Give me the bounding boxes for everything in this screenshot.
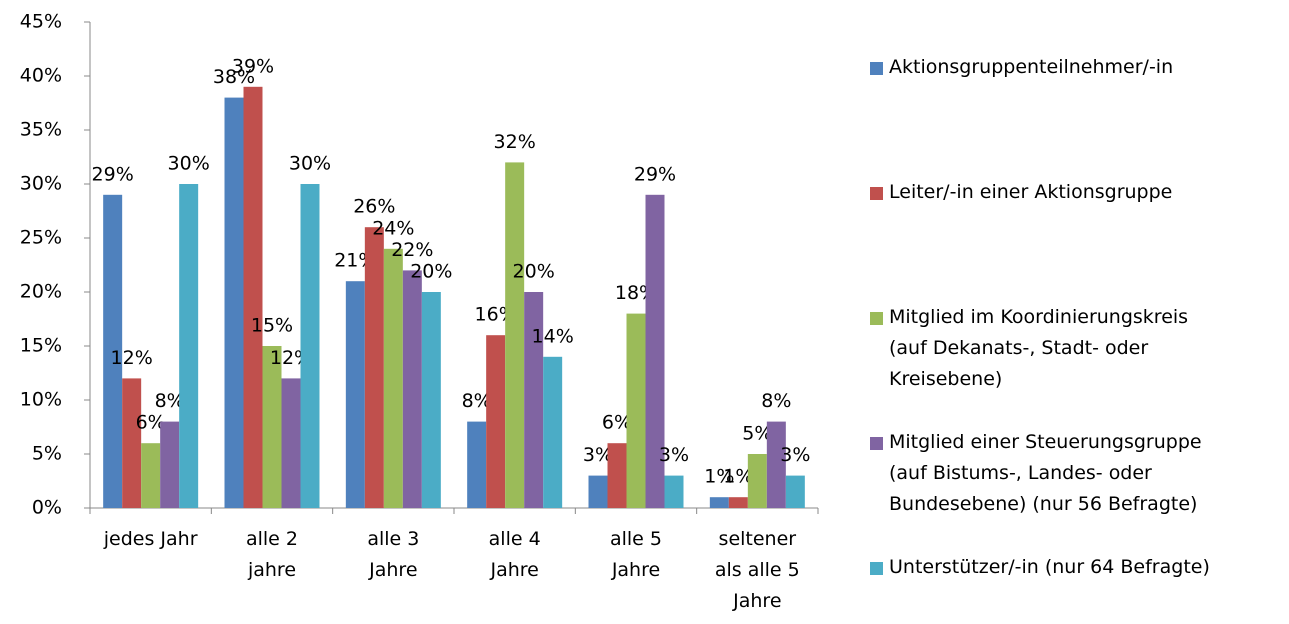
data-label: 3%	[780, 444, 810, 466]
bar	[747, 454, 767, 508]
legend-swatch	[870, 437, 883, 450]
bar	[122, 378, 142, 508]
data-label: 12%	[111, 347, 153, 369]
bar	[262, 346, 282, 508]
bar	[402, 270, 422, 508]
data-label: 8%	[155, 390, 185, 412]
y-tick-label: 0%	[32, 497, 62, 519]
data-label: 3%	[659, 444, 689, 466]
data-label: 26%	[353, 196, 395, 218]
legend-label: Aktionsgruppenteilnehmer/-in	[889, 56, 1174, 78]
data-label: 29%	[92, 163, 134, 185]
data-label: 8%	[462, 390, 492, 412]
bar	[421, 292, 441, 508]
legend-label: Unterstützer/-in (nur 64 Befragte)	[889, 556, 1210, 578]
y-tick-label: 30%	[20, 173, 62, 195]
bar	[728, 497, 748, 508]
data-label: 24%	[372, 217, 414, 239]
data-label: 15%	[251, 315, 293, 337]
data-label: 30%	[168, 153, 210, 175]
x-tick-label: alle 3 Jahre	[367, 528, 420, 581]
bar	[524, 292, 544, 508]
bar	[505, 162, 525, 508]
data-label: 30%	[289, 153, 331, 175]
data-label: 6%	[602, 412, 632, 434]
legend-swatch	[870, 187, 883, 200]
bar	[588, 475, 608, 508]
legend-swatch	[870, 562, 883, 575]
data-label: 20%	[513, 261, 555, 283]
x-tick-label: alle 2 jahre	[245, 528, 299, 581]
data-label: 22%	[391, 239, 433, 261]
bar	[281, 378, 301, 508]
bar	[345, 281, 365, 508]
bar	[467, 421, 487, 508]
x-tick-label: seltener als alle 5 Jahre	[714, 528, 800, 612]
y-tick-label: 45%	[20, 11, 62, 33]
y-tick-label: 40%	[20, 65, 62, 87]
legend-label: Mitglied einer Steuerungsgruppe (auf Bis…	[889, 431, 1202, 515]
bar	[364, 227, 384, 508]
data-label: 6%	[136, 412, 166, 434]
y-tick-label: 25%	[20, 227, 62, 249]
data-label: 14%	[532, 325, 574, 347]
data-label: 1%	[704, 466, 734, 488]
data-label: 29%	[634, 163, 676, 185]
y-tick-label: 10%	[20, 389, 62, 411]
legend-label: Leiter/-in einer Aktionsgruppe	[889, 181, 1173, 203]
data-label: 32%	[494, 131, 536, 153]
x-tick-label: jedes Jahr	[103, 528, 198, 550]
bar	[141, 443, 161, 508]
data-label: 1%	[723, 466, 753, 488]
y-tick-label: 15%	[20, 335, 62, 357]
bar	[607, 443, 627, 508]
bar	[160, 421, 180, 508]
bar	[224, 97, 244, 508]
data-label: 3%	[583, 444, 613, 466]
x-tick-label: alle 5 Jahre	[609, 528, 663, 581]
bar	[300, 184, 320, 508]
data-label: 8%	[761, 390, 791, 412]
data-label: 5%	[742, 423, 772, 445]
bar	[103, 194, 123, 509]
y-tick-label: 5%	[32, 443, 62, 465]
bar	[709, 497, 729, 508]
data-label: 20%	[410, 261, 452, 283]
bar	[383, 248, 403, 509]
y-tick-label: 20%	[20, 281, 62, 303]
x-tick-label: alle 4 Jahre	[488, 528, 541, 581]
bar	[243, 86, 263, 509]
bar	[486, 335, 506, 508]
legend-label: Mitglied im Koordinierungskreis (auf Dek…	[889, 306, 1189, 390]
bar	[664, 475, 684, 508]
bar	[785, 475, 805, 508]
legend-swatch	[870, 62, 883, 75]
data-label: 39%	[232, 55, 274, 77]
bar	[766, 421, 786, 508]
y-tick-label: 35%	[20, 119, 62, 141]
data-label: 38%	[213, 66, 255, 88]
legend-swatch	[870, 312, 883, 325]
bar	[626, 313, 646, 508]
bar	[179, 184, 199, 508]
bar	[543, 356, 563, 508]
bar	[645, 194, 665, 509]
